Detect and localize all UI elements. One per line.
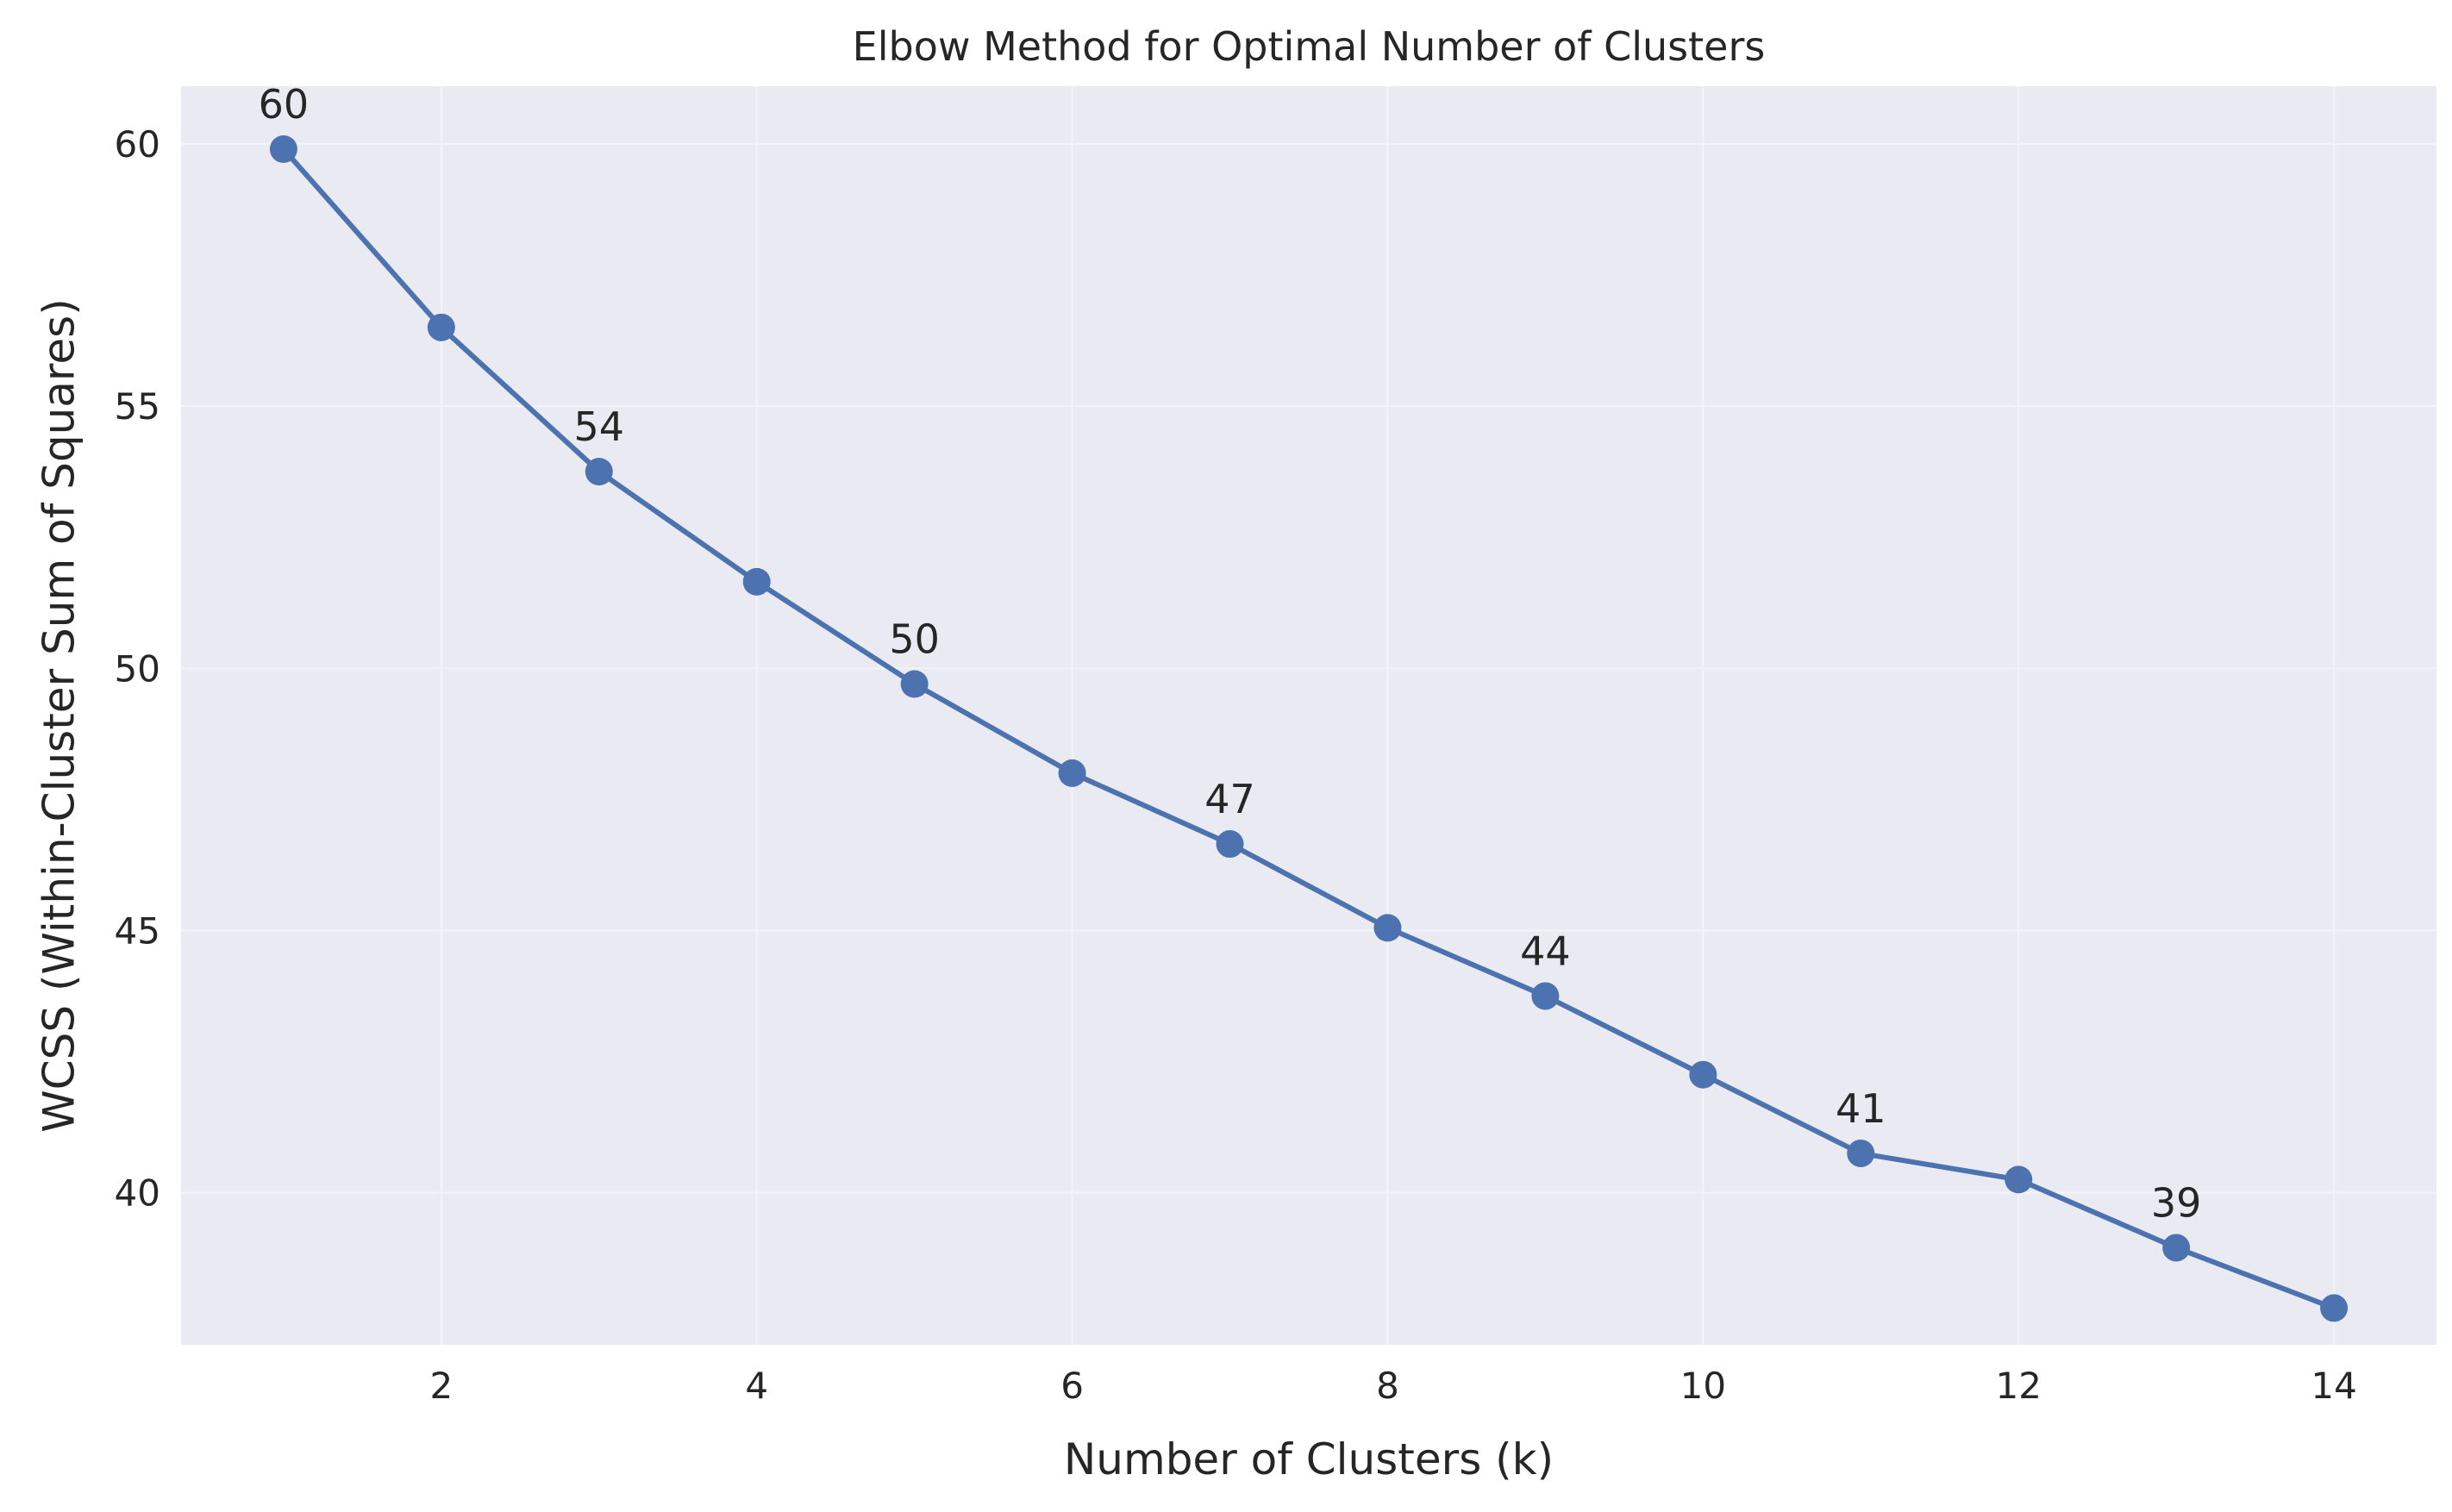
- y-tick-label: 50: [115, 647, 160, 690]
- data-point: [1373, 914, 1402, 942]
- data-point: [1058, 759, 1086, 787]
- data-label: 50: [889, 616, 940, 663]
- y-axis-label: WCSS (Within-Cluster Sum of Squares): [34, 298, 84, 1132]
- data-point: [1847, 1139, 1875, 1167]
- y-tick-label: 55: [115, 385, 160, 428]
- y-tick-label: 40: [115, 1172, 160, 1215]
- x-tick-label: 2: [429, 1365, 453, 1407]
- data-point: [742, 567, 771, 596]
- data-label: 39: [2151, 1179, 2202, 1226]
- data-point: [900, 670, 929, 698]
- x-tick-label: 8: [1376, 1365, 1399, 1407]
- data-label: 44: [1520, 928, 1571, 974]
- data-point: [1531, 982, 1560, 1010]
- data-point: [427, 313, 455, 341]
- x-tick-label: 6: [1060, 1365, 1084, 1407]
- series-line: [281, 147, 2336, 1311]
- data-point: [2320, 1294, 2349, 1322]
- tick-labels: 2 4 6 8 10 12 14 40 45 50 55 60: [115, 123, 2357, 1407]
- data-point: [1216, 830, 1244, 859]
- grid-lines: [181, 86, 2436, 1345]
- data-label: 60: [259, 81, 310, 128]
- data-point: [269, 135, 297, 163]
- y-tick-label: 60: [115, 123, 160, 166]
- chart-title: Elbow Method for Optimal Number of Clust…: [853, 23, 1766, 70]
- data-point: [2005, 1165, 2033, 1194]
- data-labels: 60 54 50 47 44 41 39: [259, 81, 2202, 1226]
- x-tick-label: 10: [1680, 1365, 1726, 1407]
- x-axis-label: Number of Clusters (k): [1064, 1434, 1554, 1484]
- data-point: [1689, 1060, 1717, 1089]
- data-point: [2162, 1234, 2191, 1262]
- data-markers: [269, 135, 2349, 1322]
- plot-area: [181, 86, 2436, 1345]
- data-label: 47: [1204, 776, 1255, 822]
- data-point: [585, 458, 613, 486]
- x-tick-label: 14: [2311, 1365, 2356, 1407]
- y-tick-label: 45: [115, 909, 160, 952]
- x-tick-label: 4: [745, 1365, 768, 1407]
- data-label: 54: [574, 403, 625, 450]
- x-tick-label: 12: [1995, 1365, 2041, 1407]
- data-label: 41: [1836, 1085, 1886, 1132]
